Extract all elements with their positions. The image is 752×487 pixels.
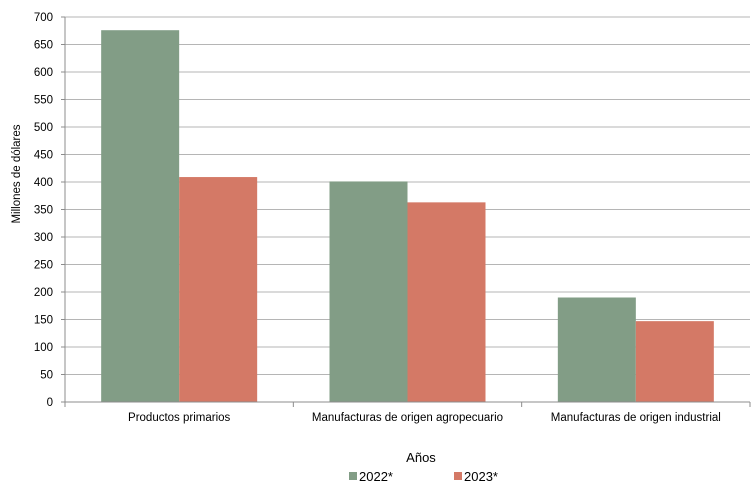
x-tick-label: Manufacturas de origen agropecuario	[312, 412, 503, 424]
y-tick-label: 550	[34, 95, 53, 107]
bar-2022-0	[101, 30, 180, 402]
bar-2022-2	[557, 297, 636, 402]
legend-swatch	[349, 472, 357, 480]
bar-2023-0	[179, 177, 258, 402]
x-axis: Productos primarios Manufacturas de orige…	[64, 17, 751, 424]
y-axis-title: Millones de dólares	[11, 124, 23, 223]
bars	[101, 30, 714, 402]
y-tick-label: 0	[47, 397, 53, 409]
y-tick-label: 50	[40, 370, 53, 382]
y-tick-label: 100	[34, 342, 53, 354]
y-tick-label: 450	[34, 150, 53, 162]
y-tick-label: 400	[34, 177, 53, 189]
bar-2023-1	[407, 202, 486, 402]
legend: 2022* 2023*	[349, 469, 498, 484]
y-tick-label: 500	[34, 122, 53, 134]
bar-2022-1	[329, 181, 408, 402]
legend-label: 2023*	[464, 469, 498, 484]
y-tick-label: 350	[34, 205, 53, 217]
y-tick-label: 200	[34, 287, 53, 299]
y-tick-label: 650	[34, 40, 53, 52]
y-axis-ticks: 0 50 100 150 200 250 300 350 400 450 500 550 600 650 7…	[34, 12, 65, 409]
y-tick-label: 600	[34, 67, 53, 79]
y-tick-label: 700	[34, 12, 53, 24]
y-tick-label: 300	[34, 232, 53, 244]
legend-swatch	[454, 472, 462, 480]
legend-label: 2022*	[359, 469, 393, 484]
x-tick-label: Manufacturas de origen industrial	[551, 412, 721, 424]
bar-2023-2	[635, 321, 714, 402]
x-axis-title: Años	[406, 450, 436, 465]
y-tick-label: 150	[34, 315, 53, 327]
x-tick-label: Productos primarios	[128, 412, 231, 424]
y-tick-label: 250	[34, 260, 53, 272]
